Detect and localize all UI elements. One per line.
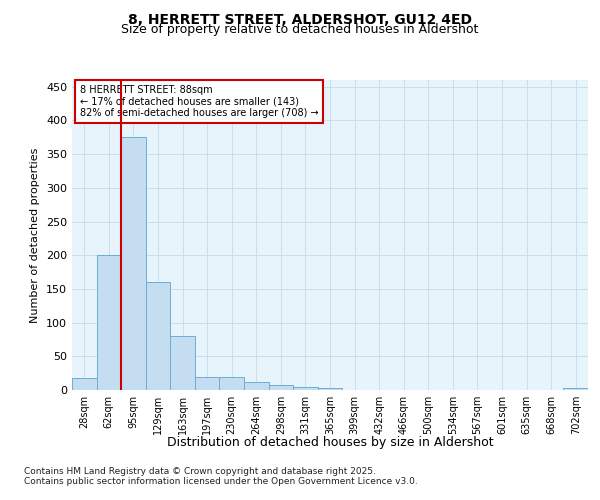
Bar [318,388,342,390]
Bar [269,386,293,390]
Text: 8, HERRETT STREET, ALDERSHOT, GU12 4ED: 8, HERRETT STREET, ALDERSHOT, GU12 4ED [128,12,472,26]
Text: Distribution of detached houses by size in Aldershot: Distribution of detached houses by size … [167,436,493,449]
Bar [195,376,220,390]
Bar [97,255,121,390]
Bar [563,388,588,390]
Bar [72,378,97,390]
Y-axis label: Number of detached properties: Number of detached properties [31,148,40,322]
Bar [121,138,146,390]
Bar [244,382,269,390]
Text: 8 HERRETT STREET: 88sqm
← 17% of detached houses are smaller (143)
82% of semi-d: 8 HERRETT STREET: 88sqm ← 17% of detache… [80,84,319,118]
Text: Size of property relative to detached houses in Aldershot: Size of property relative to detached ho… [121,22,479,36]
Bar [146,282,170,390]
Text: Contains HM Land Registry data © Crown copyright and database right 2025.: Contains HM Land Registry data © Crown c… [24,467,376,476]
Bar [170,336,195,390]
Bar [220,376,244,390]
Text: Contains public sector information licensed under the Open Government Licence v3: Contains public sector information licen… [24,477,418,486]
Bar [293,386,318,390]
